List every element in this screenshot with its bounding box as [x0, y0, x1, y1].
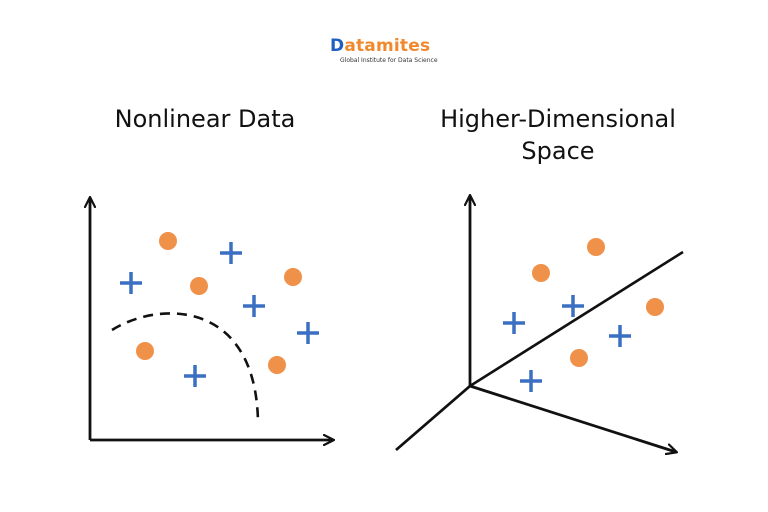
orange-circle-marker: [570, 349, 588, 367]
logo-wordmark: Datamites: [330, 36, 446, 56]
orange-circle-marker: [136, 342, 154, 360]
blue-plus-marker: [243, 295, 265, 317]
blue-plus-marker: [562, 295, 584, 317]
blue-plus-marker: [297, 322, 319, 344]
orange-circle-marker: [284, 268, 302, 286]
orange-circle-marker: [532, 264, 550, 282]
nonlinear-data-title: Nonlinear Data: [114, 105, 296, 133]
blue-plus-marker: [520, 370, 542, 392]
title-line-1: Higher-Dimensional: [440, 105, 676, 133]
logo-letter-d: D: [330, 36, 345, 56]
orange-circle-marker: [646, 298, 664, 316]
blue-plus-marker: [503, 312, 525, 334]
datamites-logo: Datamites Global Institute for Data Scie…: [330, 36, 446, 64]
left-panel: [90, 198, 333, 440]
right-panel: [395, 196, 684, 452]
title-line-2: Space: [521, 137, 595, 165]
orange-circle-marker: [268, 356, 286, 374]
blue-plus-marker: [220, 242, 242, 264]
blue-plus-marker: [184, 365, 206, 387]
blue-plus-marker: [609, 325, 631, 347]
blue-plus-marker: [120, 272, 142, 294]
orange-circle-marker: [159, 232, 177, 250]
right-x-axis: [469, 384, 676, 452]
right-y-axis: [395, 384, 471, 452]
orange-circle-marker: [190, 277, 208, 295]
separating-hyperplane: [469, 250, 684, 388]
logo-tagline: Global Institute for Data Science: [340, 57, 438, 64]
higher-dimensional-space-title: Higher-Dimensional Space: [418, 103, 698, 167]
logo-word-rest: atamites: [344, 36, 431, 56]
orange-circle-marker: [587, 238, 605, 256]
nonlinear-decision-boundary: [111, 312, 260, 423]
